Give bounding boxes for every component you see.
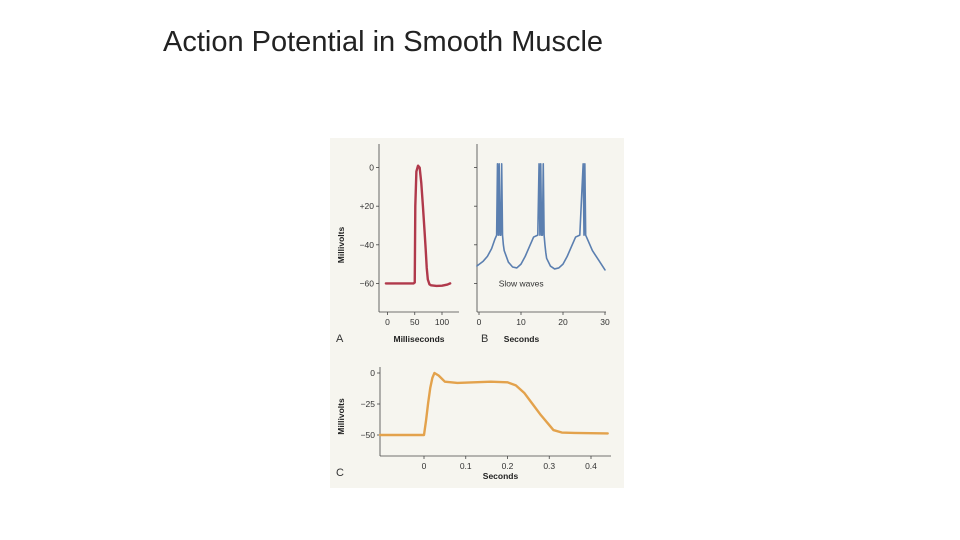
panel-a-y-axis-title: Millivolts bbox=[336, 227, 346, 264]
panel-a-x-tick-label: 0 bbox=[385, 317, 390, 327]
slide-title: Action Potential in Smooth Muscle bbox=[163, 26, 604, 58]
action-potential-figure: 0+20−40−600 50 100MillisecondsMillivoltsA0… bbox=[336, 144, 611, 481]
panel-b-x-tick-label: 10 bbox=[516, 317, 526, 327]
panel-c-x-tick-label: 0.2 bbox=[502, 461, 514, 471]
panel-b-annotation: Slow waves bbox=[499, 278, 544, 288]
panel-b-x-tick-label: 0 bbox=[477, 317, 482, 327]
panel-b-x-axis-title: Seconds bbox=[504, 334, 540, 344]
panel-c-letter: C bbox=[336, 467, 344, 479]
panel-a-y-tick-label: −60 bbox=[360, 278, 375, 288]
panel-c-x-tick-label: 0.1 bbox=[460, 461, 472, 471]
panel-a-y-tick-label: 0 bbox=[369, 163, 374, 173]
panel-b-series-line bbox=[476, 162, 606, 271]
panel-a-x-tick-label: 100 bbox=[435, 317, 449, 327]
panel-c-y-tick-label: 0 bbox=[370, 368, 375, 378]
panel-a-y-tick-label: +20 bbox=[360, 201, 375, 211]
panel-b-x-tick-label: 20 bbox=[558, 317, 568, 327]
panel-a-letter: A bbox=[336, 333, 344, 345]
panel-a-x-axis-title: Milliseconds bbox=[393, 334, 444, 344]
figure-panel: 0 +20 −40 −60 0 50 100 Milliseconds Millivolts A 0… bbox=[330, 138, 624, 488]
panel-c-x-tick-label: 0 bbox=[422, 461, 427, 471]
panel-b-x-tick-label: 30 bbox=[600, 317, 610, 327]
panel-c-x-tick-label: 0.3 bbox=[543, 461, 555, 471]
panel-a-series-line bbox=[384, 164, 452, 288]
panel-c-y-tick-label: −50 bbox=[361, 430, 376, 440]
panel-a-y-tick-label: −40 bbox=[360, 240, 375, 250]
panel-c-series-line bbox=[378, 371, 609, 437]
panel-c-y-axis-title: Millivolts bbox=[336, 398, 346, 435]
panel-c-x-tick-label: 0.4 bbox=[585, 461, 597, 471]
panel-c-x-axis-title: Seconds bbox=[483, 471, 519, 481]
panel-c-y-tick-label: −25 bbox=[361, 399, 376, 409]
panel-a-x-tick-label: 50 bbox=[410, 317, 420, 327]
panel-b-letter: B bbox=[481, 333, 488, 345]
